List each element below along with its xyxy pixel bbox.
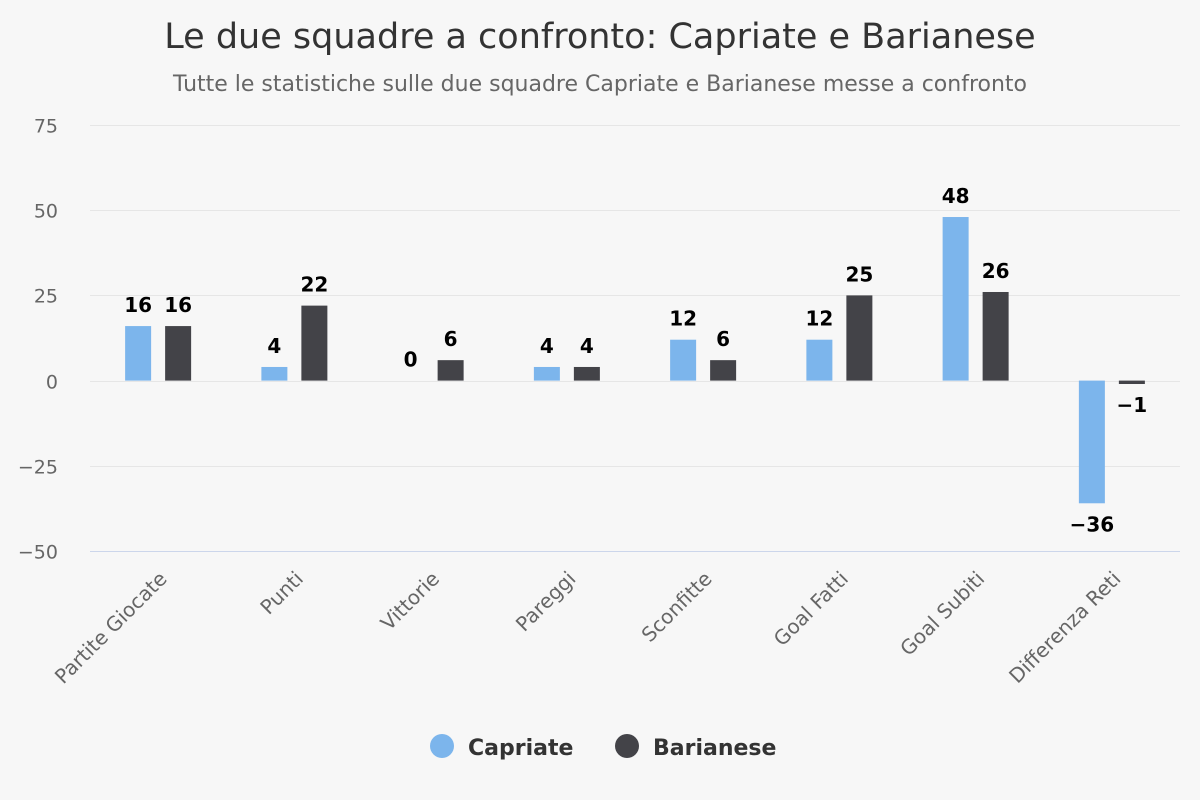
bar-barianese-pareggi[interactable] [573,366,600,381]
y-axis-labels: 75 50 25 0 −25 −50 [18,116,58,564]
bar-barianese-sconfitte[interactable] [710,360,737,381]
data-label: 16 [124,293,152,317]
bars [125,217,1145,504]
data-label: 12 [669,307,697,331]
y-tick-label: 50 [34,201,58,223]
legend: Capriate Barianese [430,734,776,761]
bar-capriate-partite-giocate[interactable] [125,326,152,381]
bar-capriate-goal-fatti[interactable] [806,339,833,381]
data-label: 6 [716,327,730,351]
data-label: −1 [1117,393,1148,417]
legend-label-barianese[interactable]: Barianese [653,736,776,761]
y-tick-label: 25 [34,286,58,308]
legend-label-capriate[interactable]: Capriate [468,736,573,761]
data-label: 6 [444,327,458,351]
legend-marker-capriate[interactable] [430,734,454,758]
x-tick-label: Vittorie [376,567,444,635]
y-tick-label: 0 [46,372,58,394]
y-tick-label: −50 [18,542,58,564]
grid [90,125,1180,552]
bar-barianese-goal-subiti[interactable] [982,291,1009,381]
bar-capriate-sconfitte[interactable] [670,339,697,381]
bar-barianese-partite-giocate[interactable] [165,326,192,381]
data-label: 4 [267,334,281,358]
data-label: 4 [540,334,554,358]
x-tick-label: Goal Fatti [769,567,853,651]
x-tick-label: Differenza Reti [1004,567,1125,688]
x-tick-label: Goal Subiti [895,567,989,661]
bar-barianese-punti[interactable] [301,305,328,381]
y-tick-label: −25 [18,457,58,479]
data-label: 4 [580,334,594,358]
data-label: 22 [300,273,328,297]
bar-barianese-differenza-reti[interactable] [1118,380,1145,385]
x-tick-label: Partite Giocate [50,567,172,689]
bar-barianese-goal-fatti[interactable] [846,295,873,381]
data-label: 12 [805,307,833,331]
x-axis-labels: Partite Giocate Punti Vittorie Pareggi Sconf… [50,567,1126,689]
chart-subtitle: Tutte le statistiche sulle due squadre C… [172,72,1027,97]
x-tick-label: Sconfitte [637,567,717,647]
data-labels: 16 4 0 4 12 12 48 −36 16 22 6 4 6 25 26 −1 [124,184,1147,536]
chart-title: Le due squadre a confronto: Capriate e B… [164,17,1035,57]
legend-marker-barianese[interactable] [615,734,639,758]
data-label: 48 [942,184,970,208]
y-tick-label: 75 [34,116,58,138]
data-label: 0 [404,348,418,372]
data-label: −36 [1070,512,1115,536]
x-tick-label: Pareggi [511,567,581,637]
x-tick-label: Punti [255,567,308,620]
bar-capriate-punti[interactable] [261,366,288,381]
bar-capriate-goal-subiti[interactable] [942,217,969,381]
bar-capriate-differenza-reti[interactable] [1078,380,1105,504]
data-label: 16 [164,293,192,317]
bar-barianese-vittorie[interactable] [437,360,464,381]
data-label: 25 [845,262,873,286]
bar-capriate-pareggi[interactable] [533,366,560,381]
data-label: 26 [982,259,1010,283]
